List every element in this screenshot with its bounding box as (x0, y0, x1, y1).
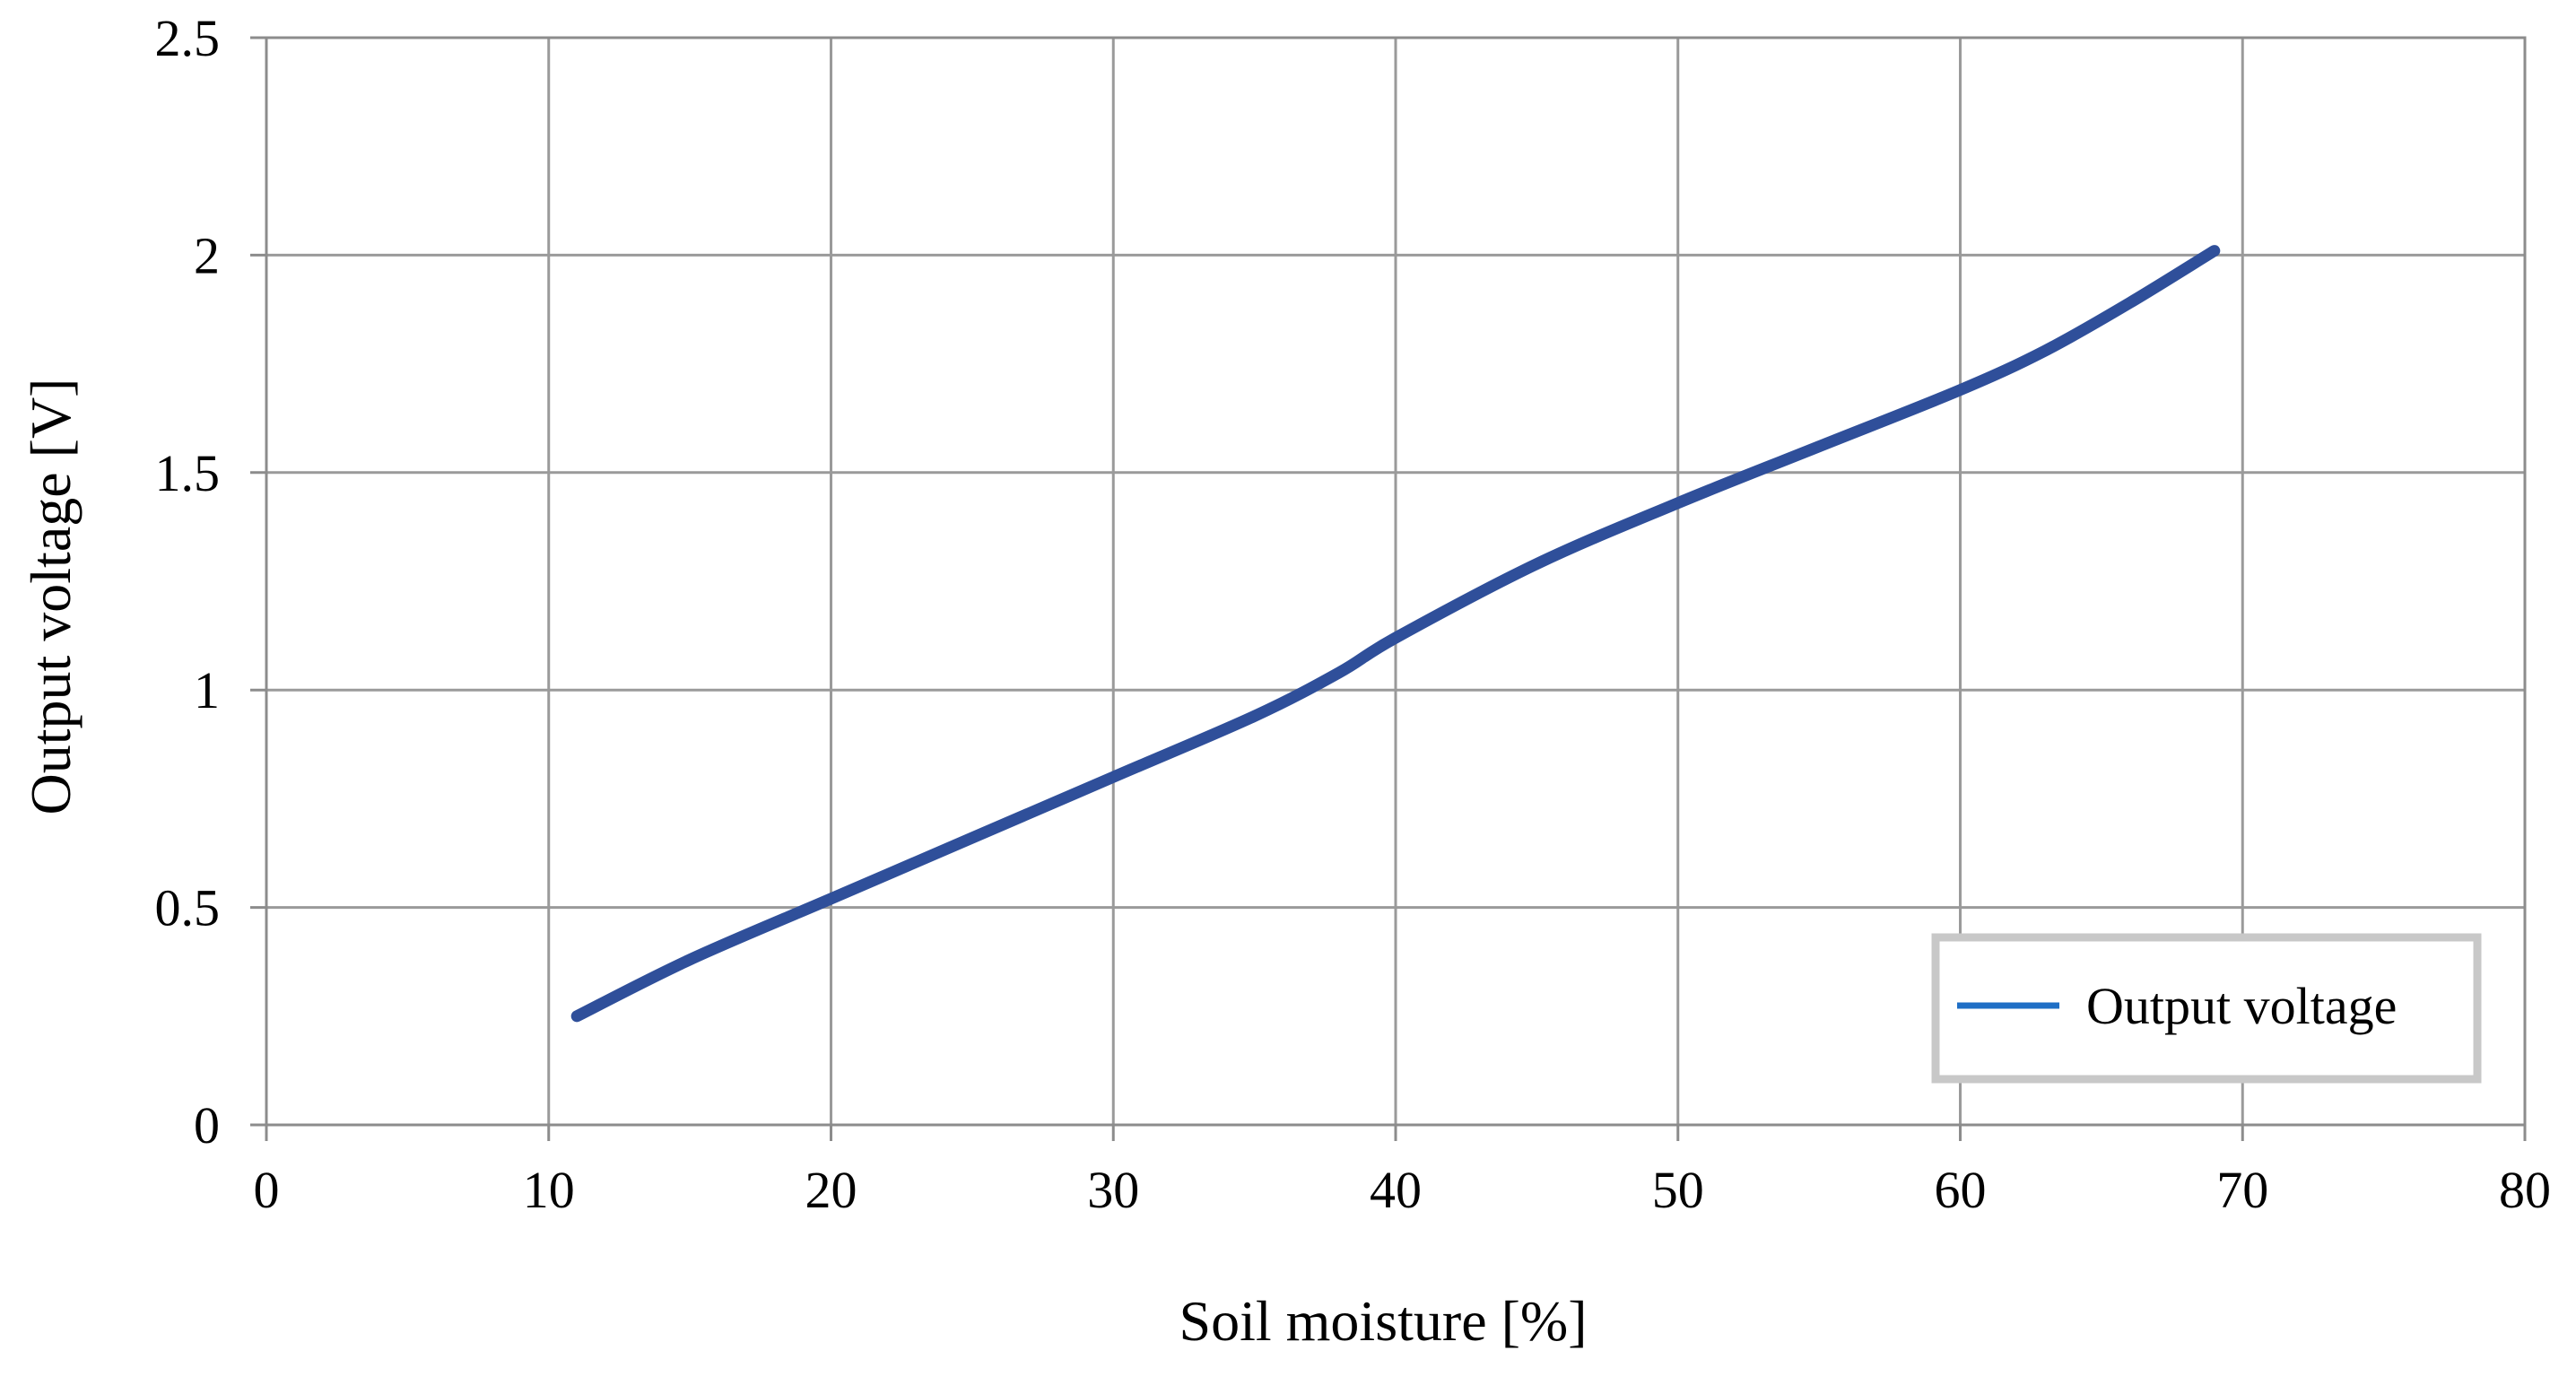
axes (250, 36, 2527, 1141)
x-tick-label: 80 (2499, 1161, 2551, 1219)
legend-label: Output voltage (2086, 977, 2397, 1035)
x-tick-label: 0 (254, 1161, 280, 1219)
x-axis-title: Soil moisture [%] (1179, 1289, 1587, 1353)
x-tick-label: 60 (1935, 1161, 1987, 1219)
x-tick-label: 70 (2216, 1161, 2268, 1219)
y-tick-label: 2 (194, 226, 220, 284)
y-axis-title: Output voltage [V] (19, 379, 83, 815)
x-tick-label: 30 (1087, 1161, 1139, 1219)
y-tick-label: 1.5 (155, 444, 221, 502)
y-tick-label: 0.5 (155, 879, 221, 937)
legend: Output voltage (1931, 933, 2482, 1084)
x-tick-label: 20 (805, 1161, 857, 1219)
x-tick-label: 50 (1652, 1161, 1704, 1219)
x-tick-label: 10 (523, 1161, 575, 1219)
series-line-0 (570, 245, 2221, 1023)
y-axis-tick-labels: 0 0.5 1 1.5 2 2.5 (155, 9, 221, 1154)
y-tick-label: 0 (194, 1096, 220, 1154)
series-lines (570, 245, 2221, 1023)
x-tick-label: 40 (1370, 1161, 1422, 1219)
y-tick-label: 2.5 (155, 9, 221, 67)
y-tick-label: 1 (194, 661, 220, 719)
x-axis-tick-labels: 0 10 20 30 40 50 60 70 80 (254, 1161, 2552, 1219)
